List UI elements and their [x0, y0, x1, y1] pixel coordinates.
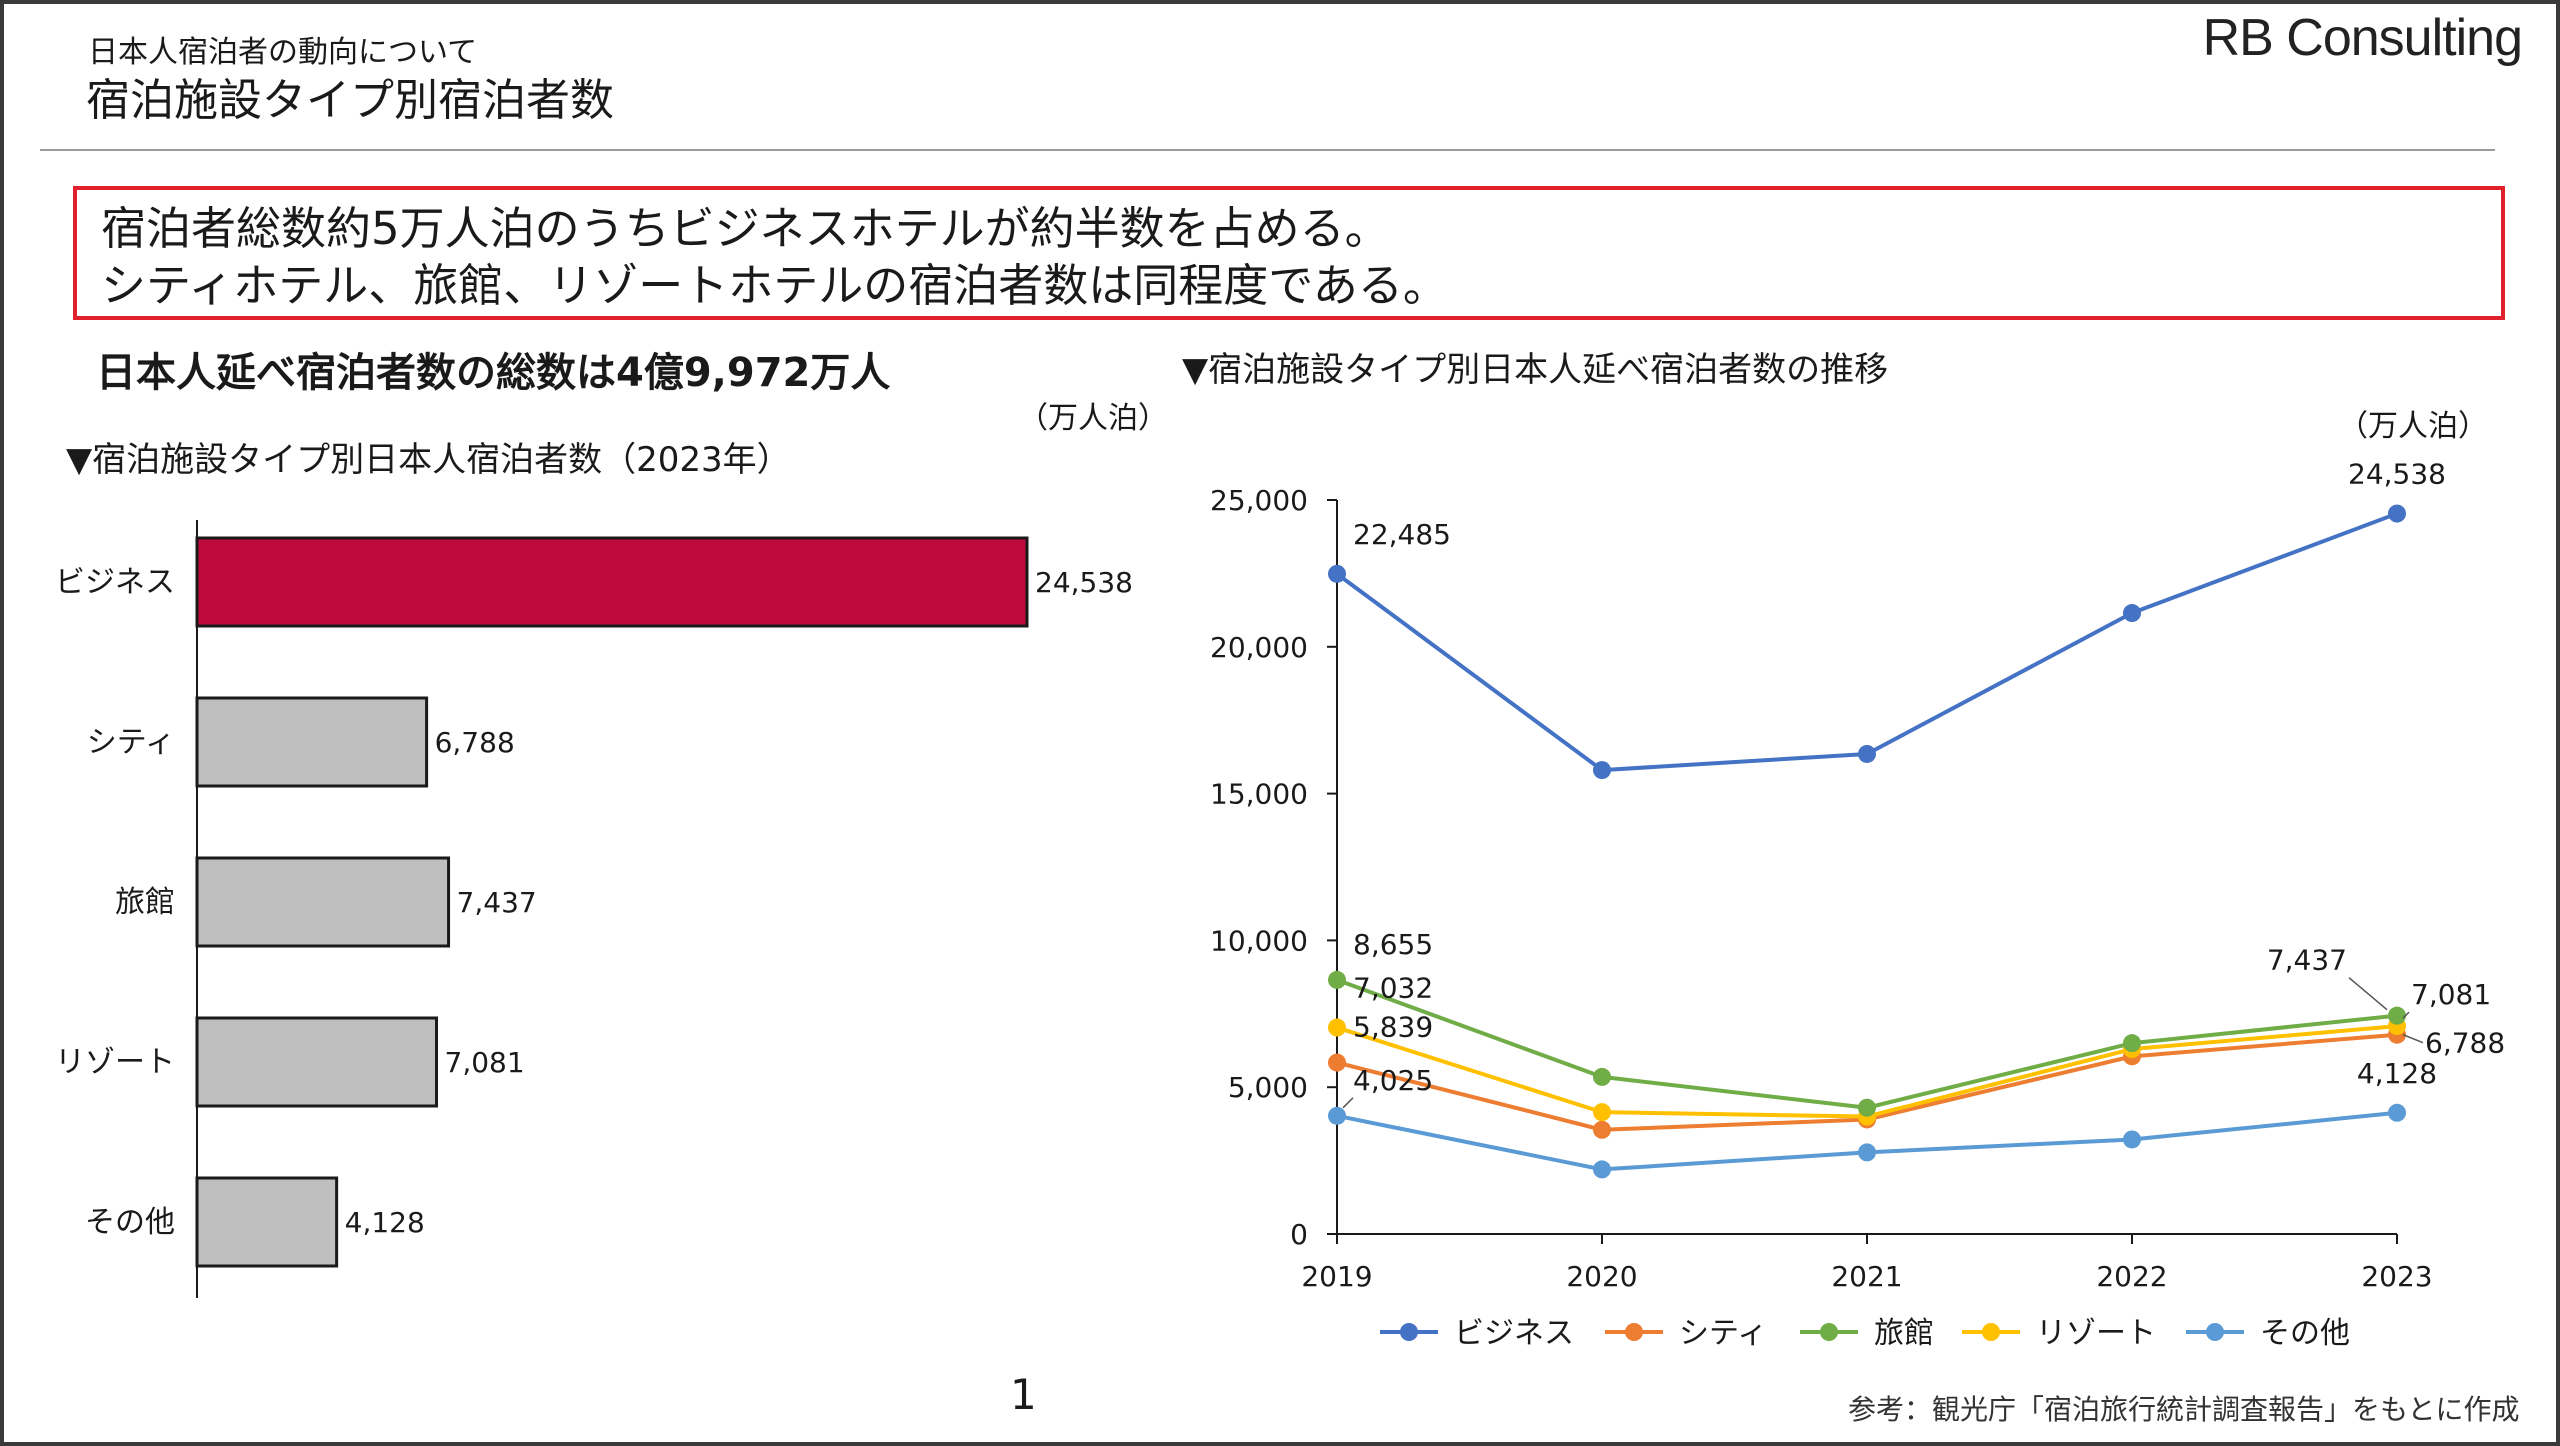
x-tick-label: 2023 — [2361, 1260, 2432, 1293]
data-point — [1858, 744, 1876, 763]
bar-category-label: 旅館 — [115, 885, 175, 920]
x-tick-label: 2022 — [2096, 1260, 2167, 1293]
frame-bottom-border — [0, 1442, 2560, 1446]
data-point — [2388, 1006, 2406, 1025]
bar-category-label: リゾート — [55, 1045, 175, 1080]
bar-value-label: 24,538 — [1035, 566, 1133, 599]
line-data-label: 7,437 — [2267, 944, 2347, 977]
bar — [195, 856, 451, 948]
bar-value-label: 7,081 — [445, 1046, 525, 1079]
page-subtitle: 日本人宿泊者の動向について — [88, 35, 478, 70]
bar — [195, 536, 1029, 628]
legend-marker — [1400, 1323, 1418, 1341]
line-data-label: 6,788 — [2425, 1027, 2505, 1060]
summary-callout: 宿泊者総数約5万人泊のうちビジネスホテルが約半数を占める。 シティホテル、旅館、… — [73, 186, 2505, 320]
x-tick-label: 2019 — [1301, 1260, 1372, 1293]
line-data-label: 22,485 — [1353, 518, 1451, 551]
y-tick-label: 0 — [1290, 1218, 1308, 1251]
total-heading: 日本人延べ宿泊者数の総数は4億9,972万人 — [96, 350, 891, 396]
legend-marker — [2206, 1323, 2224, 1341]
legend-marker — [1625, 1323, 1643, 1341]
data-point — [1593, 1103, 1611, 1122]
line-data-label: 4,025 — [1353, 1064, 1433, 1097]
data-point — [1328, 970, 1346, 989]
line-chart-unit: （万人泊） — [2338, 409, 2488, 444]
bar-category-label: その他 — [85, 1205, 175, 1240]
company-logo: RB Consulting — [2202, 9, 2523, 67]
data-point — [1328, 1018, 1346, 1037]
header-divider — [40, 149, 2495, 151]
label-leader-line — [2402, 1034, 2424, 1044]
line-data-label: 7,081 — [2411, 978, 2491, 1011]
data-point — [2123, 604, 2141, 623]
label-leader-line — [1342, 1097, 1354, 1109]
bar-value-label: 4,128 — [345, 1206, 425, 1239]
bar-value-label: 7,437 — [457, 886, 537, 919]
legend-label: ビジネス — [1454, 1316, 1574, 1351]
bar-value-label: 6,788 — [435, 726, 515, 759]
data-point — [1328, 1053, 1346, 1072]
bar-chart-unit: （万人泊） — [1018, 401, 1168, 436]
legend-label: シティ — [1679, 1316, 1767, 1351]
legend-marker — [1820, 1323, 1838, 1341]
bar — [195, 696, 429, 788]
bar-category-label: シティ — [87, 725, 175, 760]
bar-chart-caption: ▼宿泊施設タイプ別日本人宿泊者数（2023年） — [66, 440, 791, 480]
label-leader-line — [2402, 1011, 2410, 1019]
data-point — [2388, 504, 2406, 523]
series-line — [1335, 511, 2398, 773]
legend-label: その他 — [2260, 1316, 2350, 1351]
legend-label: リゾート — [2036, 1316, 2156, 1351]
bar — [195, 1016, 439, 1108]
legend-label: 旅館 — [1874, 1316, 1934, 1351]
data-point — [1593, 1120, 1611, 1139]
y-tick-label: 15,000 — [1210, 778, 1308, 811]
y-tick-label: 25,000 — [1210, 484, 1308, 517]
frame-top-border — [0, 0, 2560, 4]
line-chart-caption: ▼宿泊施設タイプ別日本人延べ宿泊者数の推移 — [1182, 350, 1889, 390]
bar-chart: ビジネス 24,538 シティ 6,788 旅館 7,437 リゾート 7,081 その他 4,1… — [55, 520, 1133, 1298]
y-tick-label: 20,000 — [1210, 631, 1308, 664]
x-tick-label: 2020 — [1566, 1260, 1637, 1293]
data-point — [1328, 1106, 1346, 1125]
summary-line-1: 宿泊者総数約5万人泊のうちビジネスホテルが約半数を占める。 — [101, 202, 1390, 255]
data-point — [1593, 1160, 1611, 1179]
line-data-label: 5,839 — [1353, 1011, 1433, 1044]
data-point — [1858, 1143, 1876, 1162]
series-line — [1336, 978, 2398, 1110]
label-leader-line — [2348, 977, 2388, 1011]
data-point — [1593, 1067, 1611, 1086]
data-point — [1328, 564, 1346, 583]
frame-right-border — [2556, 0, 2560, 1446]
legend-marker — [1982, 1323, 2000, 1341]
source-note: 参考：観光庁「宿泊旅行統計調査報告」をもとに作成 — [1848, 1393, 2520, 1426]
line-data-label: 4,128 — [2357, 1057, 2437, 1090]
data-point — [2123, 1034, 2141, 1053]
bar — [195, 1176, 339, 1268]
page-number: 1 — [1010, 1370, 1037, 1419]
page-title: 宿泊施設タイプ別宿泊者数 — [86, 75, 614, 126]
line-chart: 0 5,000 10,000 15,000 20,000 25,000 2019 2020 20… — [1210, 458, 2505, 1351]
data-point — [1593, 761, 1611, 780]
data-point — [2123, 1130, 2141, 1149]
x-tick-label: 2021 — [1831, 1260, 1902, 1293]
data-point — [1858, 1098, 1876, 1117]
frame-left-border — [0, 0, 4, 1446]
line-data-label: 24,538 — [2348, 458, 2446, 491]
summary-line-2: シティホテル、旅館、リゾートホテルの宿泊者数は同程度である。 — [101, 259, 1448, 312]
bar-category-label: ビジネス — [55, 565, 175, 600]
line-data-label: 7,032 — [1353, 972, 1433, 1005]
data-point — [2388, 1103, 2406, 1122]
y-tick-label: 5,000 — [1228, 1071, 1308, 1104]
y-tick-label: 10,000 — [1210, 924, 1308, 957]
line-data-label: 8,655 — [1353, 928, 1433, 961]
